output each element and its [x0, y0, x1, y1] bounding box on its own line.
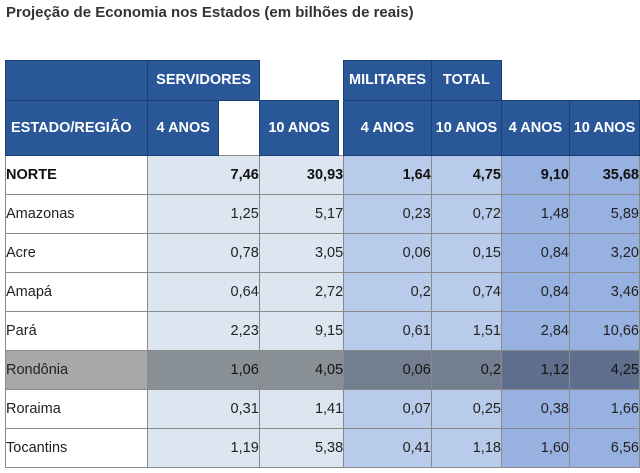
table-row: Amapá 0,64 2,72 0,2 0,74 0,84 3,46 — [4, 272, 640, 312]
cell-militares-4: 0,06 — [343, 350, 432, 390]
table-row: Roraima 0,31 1,41 0,07 0,25 0,38 1,66 — [4, 389, 640, 429]
table-row: Rondônia 1,06 4,05 0,06 0,2 1,12 4,25 — [4, 350, 640, 390]
header-group-row: SERVIDORES MILITARES TOTAL — [4, 60, 640, 101]
header-period-row: ESTADO/REGIÃO 4 ANOS 10 ANOS 4 ANOS 10 A… — [4, 100, 640, 156]
header-total-10: 10 ANOS — [569, 100, 640, 156]
header-estado-regiao: ESTADO/REGIÃO — [4, 100, 149, 156]
header-gap-sub2 — [338, 100, 344, 156]
cell-militares-10: 0,15 — [430, 233, 502, 273]
header-blank — [4, 60, 149, 101]
cell-total-10: 10,66 — [569, 311, 640, 351]
header-total: TOTAL — [430, 60, 502, 101]
cell-militares-10: 0,2 — [430, 350, 502, 390]
table-body: NORTE 7,46 30,93 1,64 4,75 9,10 35,68 Amazonas 1… — [4, 155, 640, 468]
cell-militares-4: 0,2 — [343, 272, 432, 312]
cell-militares-4: 0,07 — [343, 389, 432, 429]
table-row: Acre 0,78 3,05 0,06 0,15 0,84 3,20 — [4, 233, 640, 273]
header-militares: MILITARES — [343, 60, 432, 101]
cell-servidores-4: 1,25 — [147, 194, 260, 234]
cell-militares-10: 0,25 — [430, 389, 502, 429]
row-state-name: Pará — [4, 311, 149, 351]
cell-total-10: 5,89 — [569, 194, 640, 234]
cell-total-10: 3,20 — [569, 233, 640, 273]
table-row: Amazonas 1,25 5,17 0,23 0,72 1,48 5,89 — [4, 194, 640, 234]
cell-militares-10: 1,18 — [430, 428, 502, 468]
cell-servidores-10: 4,05 — [258, 350, 345, 390]
cell-servidores-4: 2,23 — [147, 311, 260, 351]
cell-servidores-4: 7,46 — [147, 155, 260, 195]
cell-militares-4: 0,06 — [343, 233, 432, 273]
cell-total-10: 35,68 — [569, 155, 640, 195]
cell-servidores-10: 5,17 — [258, 194, 345, 234]
cell-total-10: 4,25 — [569, 350, 640, 390]
cell-total-4: 1,60 — [500, 428, 571, 468]
cell-militares-4: 0,41 — [343, 428, 432, 468]
cell-servidores-4: 1,06 — [147, 350, 260, 390]
cell-servidores-10: 30,93 — [258, 155, 345, 195]
cell-total-4: 1,48 — [500, 194, 571, 234]
header-gap-right — [501, 60, 640, 101]
row-state-name: Amazonas — [4, 194, 149, 234]
cell-militares-10: 4,75 — [430, 155, 502, 195]
header-servidores-10: 10 ANOS — [258, 100, 340, 156]
row-state-name: Acre — [4, 233, 149, 273]
cell-servidores-4: 0,31 — [147, 389, 260, 429]
cell-total-10: 3,46 — [569, 272, 640, 312]
header-servidores: SERVIDORES — [147, 60, 260, 101]
cell-militares-10: 0,74 — [430, 272, 502, 312]
cell-servidores-10: 2,72 — [258, 272, 345, 312]
header-militares-10: 10 ANOS — [430, 100, 502, 156]
cell-militares-4: 0,61 — [343, 311, 432, 351]
row-state-name: Amapá — [4, 272, 149, 312]
page-title: Projeção de Economia nos Estados (em bil… — [6, 4, 414, 21]
cell-servidores-4: 0,64 — [147, 272, 260, 312]
cell-servidores-4: 1,19 — [147, 428, 260, 468]
header-gap — [259, 60, 344, 101]
row-state-name: Rondônia — [4, 350, 149, 390]
cell-servidores-10: 5,38 — [258, 428, 345, 468]
cell-militares-4: 0,23 — [343, 194, 432, 234]
cell-total-4: 0,38 — [500, 389, 571, 429]
cell-militares-10: 1,51 — [430, 311, 502, 351]
header-gap-sub — [218, 100, 260, 156]
header-total-4: 4 ANOS — [500, 100, 571, 156]
cell-servidores-10: 9,15 — [258, 311, 345, 351]
cell-total-4: 0,84 — [500, 233, 571, 273]
economy-table: SERVIDORES MILITARES TOTAL ESTADO/REGIÃO… — [4, 60, 640, 468]
cell-total-10: 1,66 — [569, 389, 640, 429]
table-row: NORTE 7,46 30,93 1,64 4,75 9,10 35,68 — [4, 155, 640, 195]
cell-servidores-4: 0,78 — [147, 233, 260, 273]
table-row: Tocantins 1,19 5,38 0,41 1,18 1,60 6,56 — [4, 428, 640, 468]
cell-total-4: 9,10 — [500, 155, 571, 195]
cell-militares-10: 0,72 — [430, 194, 502, 234]
header-servidores-4: 4 ANOS — [147, 100, 220, 156]
cell-total-4: 0,84 — [500, 272, 571, 312]
row-state-name: Tocantins — [4, 428, 149, 468]
cell-total-10: 6,56 — [569, 428, 640, 468]
table-row: Pará 2,23 9,15 0,61 1,51 2,84 10,66 — [4, 311, 640, 351]
cell-servidores-10: 3,05 — [258, 233, 345, 273]
cell-militares-4: 1,64 — [343, 155, 432, 195]
row-state-name: NORTE — [4, 155, 149, 195]
header-militares-4: 4 ANOS — [343, 100, 432, 156]
cell-total-4: 2,84 — [500, 311, 571, 351]
cell-total-4: 1,12 — [500, 350, 571, 390]
row-state-name: Roraima — [4, 389, 149, 429]
cell-servidores-10: 1,41 — [258, 389, 345, 429]
